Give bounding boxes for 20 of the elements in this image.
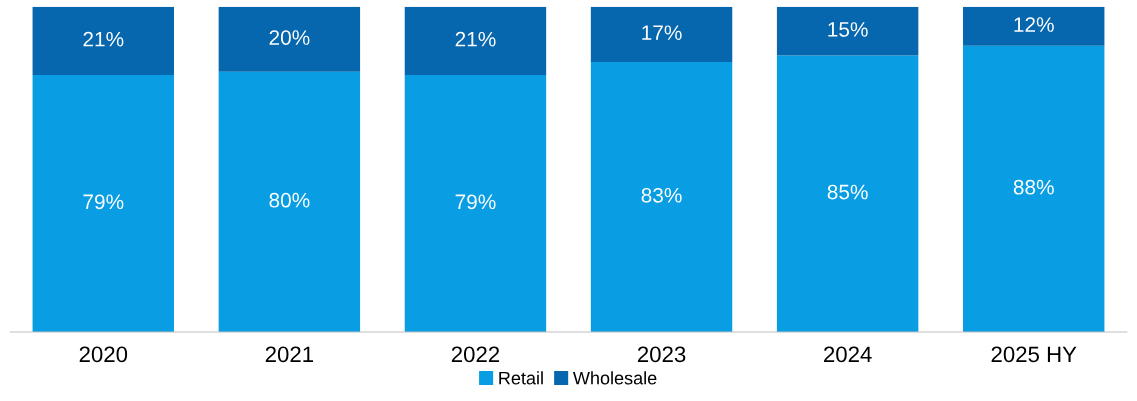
legend-label: Retail (499, 371, 543, 385)
data-label: 12% (1014, 17, 1054, 32)
x-tick-label: 2022 (451, 346, 500, 363)
data-label: 79% (83, 194, 124, 210)
x-tick-label: 2025 HY (991, 346, 1077, 363)
data-label: 21% (455, 31, 496, 47)
data-label: 85% (827, 184, 868, 200)
x-tick-label: 2020 (79, 346, 128, 363)
legend-label: Wholesale (572, 371, 657, 385)
data-label: 15% (828, 22, 868, 37)
x-tick-label: 2023 (637, 346, 686, 363)
data-label: 79% (455, 194, 496, 210)
x-tick-label: 2021 (265, 346, 313, 363)
data-label: 88% (1013, 179, 1054, 195)
x-tick-label: 2024 (824, 346, 872, 363)
data-label: 21% (83, 31, 124, 47)
data-label: 20% (269, 30, 310, 45)
data-label: 17% (642, 25, 682, 40)
data-label: 80% (269, 192, 310, 208)
data-label: 83% (641, 187, 682, 203)
